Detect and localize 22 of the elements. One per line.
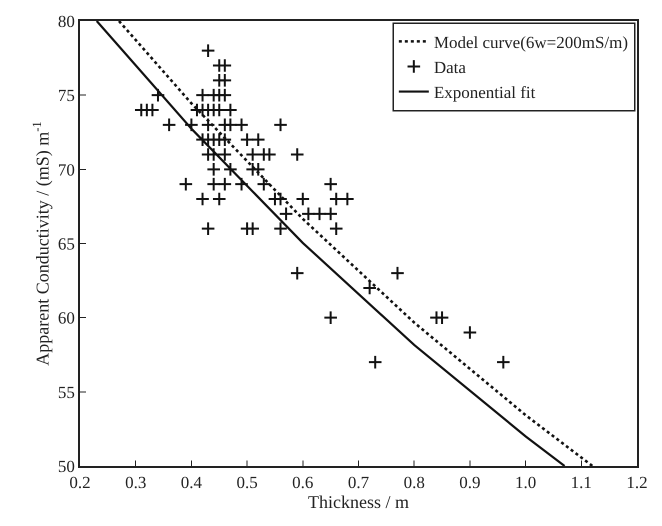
y-tick-label: 70	[58, 160, 75, 180]
x-axis-title: Thickness / m	[308, 492, 409, 512]
y-tick-label: 80	[58, 12, 75, 31]
y-tick-label: 65	[58, 234, 75, 254]
x-tick-label: 1.2	[626, 473, 648, 492]
y-tick-label: 60	[58, 308, 75, 328]
x-tick-label: 1.0	[514, 473, 536, 492]
x-tick-label: 0.3	[125, 473, 146, 492]
x-tick-label: 0.4	[180, 473, 203, 492]
x-tick-label: 0.8	[404, 473, 425, 492]
y-tick-label: 55	[58, 382, 75, 402]
x-tick-label: 0.2	[69, 473, 91, 492]
x-tick-label: 0.7	[348, 473, 370, 492]
legend-label: Model curve(6w=200mS/m)	[434, 33, 628, 52]
x-tick-label: 0.9	[459, 473, 481, 492]
legend-label: Exponential fit	[434, 83, 536, 102]
x-tick-label: 1.1	[570, 473, 592, 492]
x-tick-label: 0.5	[236, 473, 258, 492]
y-tick-label: 50	[58, 456, 75, 476]
y-tick-label: 75	[58, 86, 75, 106]
x-tick-label: 0.6	[292, 473, 314, 492]
legend-label: Data	[434, 58, 466, 78]
